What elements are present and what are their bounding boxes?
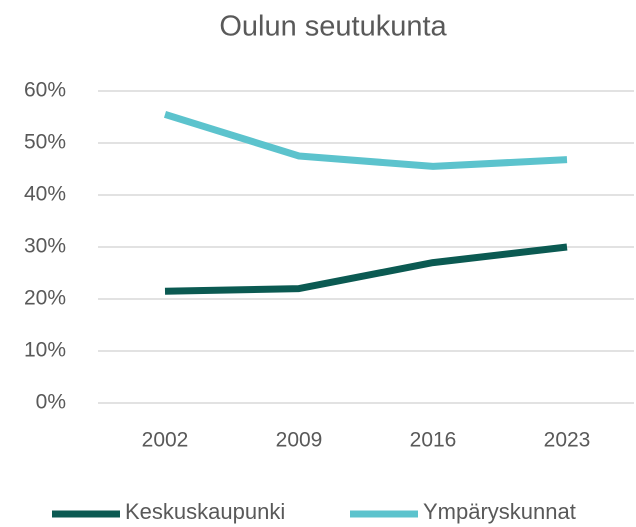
x-tick-label: 2023	[544, 429, 591, 452]
y-tick-label: 50%	[24, 131, 66, 154]
y-tick-label: 20%	[24, 287, 66, 310]
legend-label: Keskuskaupunki	[125, 499, 285, 524]
y-tick-label: 0%	[36, 391, 66, 414]
series-line	[163, 111, 568, 170]
legend-label: Ympäryskunnat	[423, 499, 576, 524]
y-tick-label: 40%	[24, 183, 66, 206]
chart-title: Oulun seutukunta	[219, 11, 447, 43]
x-tick-label: 2016	[410, 429, 457, 452]
series-line	[164, 243, 568, 295]
y-tick-label: 10%	[24, 339, 66, 362]
x-tick-label: 2009	[276, 429, 323, 452]
y-tick-label: 30%	[24, 235, 66, 258]
y-tick-label: 60%	[24, 79, 66, 102]
x-tick-label: 2002	[142, 429, 189, 452]
